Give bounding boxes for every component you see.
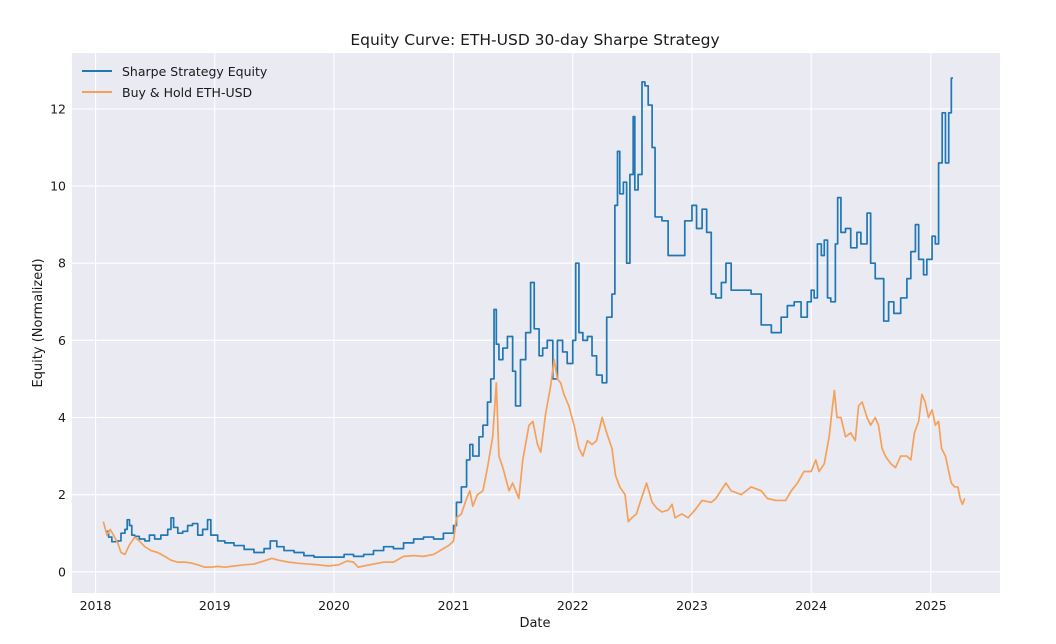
y-axis-ticks: 0 2 4 6 8 10 12 [50, 101, 66, 579]
y-axis-label: Equity (Normalized) [31, 258, 46, 387]
x-tick-label: 2024 [795, 598, 827, 613]
legend: Sharpe Strategy Equity Buy & Hold ETH-US… [82, 64, 268, 100]
series-layer [102, 77, 966, 569]
legend-label-strategy: Sharpe Strategy Equity [122, 64, 268, 79]
y-tick-label: 4 [58, 410, 66, 425]
x-tick-label: 2021 [438, 598, 470, 613]
x-tick-label: 2025 [915, 598, 947, 613]
x-tick-label: 2018 [80, 598, 112, 613]
x-axis-ticks: 2018 2019 2020 2021 2022 2023 2024 2025 [80, 598, 947, 613]
series-line-buyhold [102, 358, 966, 569]
y-tick-label: 8 [58, 256, 66, 271]
grid [72, 53, 1000, 593]
x-tick-label: 2020 [318, 598, 350, 613]
x-axis-label: Date [519, 616, 550, 631]
x-tick-label: 2019 [199, 598, 231, 613]
y-tick-label: 2 [58, 487, 66, 502]
y-tick-label: 0 [58, 564, 66, 579]
y-tick-label: 12 [50, 101, 66, 116]
legend-label-buyhold: Buy & Hold ETH-USD [122, 85, 252, 100]
chart-title: Equity Curve: ETH-USD 30-day Sharpe Stra… [350, 31, 719, 49]
x-tick-label: 2023 [676, 598, 708, 613]
y-tick-label: 6 [58, 333, 66, 348]
y-tick-label: 10 [50, 179, 66, 194]
x-tick-label: 2022 [557, 598, 589, 613]
plot-area [72, 53, 1000, 593]
series-line-strategy [105, 77, 953, 558]
